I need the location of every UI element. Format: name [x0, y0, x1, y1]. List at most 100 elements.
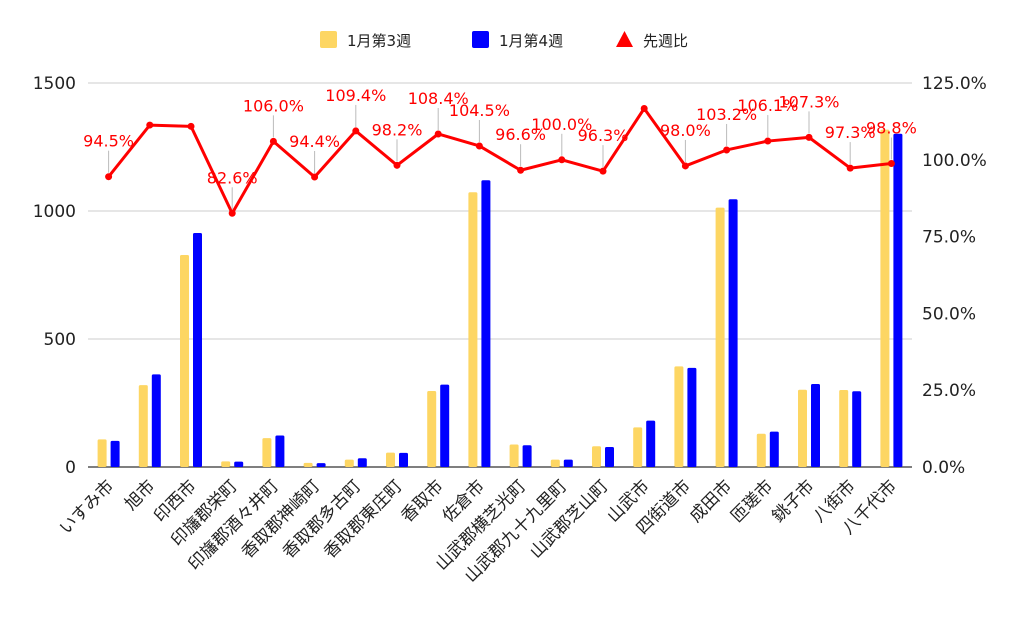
ratio-data-label: 98.8%	[866, 118, 917, 137]
bar	[110, 440, 120, 467]
category-label: 銚子市	[768, 476, 818, 526]
ratio-point	[187, 122, 195, 130]
ratio-point	[105, 173, 113, 181]
bar	[97, 439, 107, 467]
bar	[440, 384, 450, 467]
bar	[303, 462, 313, 467]
legend-label: 1月第4週	[499, 32, 563, 50]
ratio-point	[558, 156, 566, 164]
bar	[468, 192, 478, 467]
right-tick-label: 100.0%	[922, 151, 987, 171]
ratio-data-label: 100.0%	[531, 115, 592, 134]
legend-label: 先週比	[643, 32, 688, 50]
bar	[386, 452, 395, 467]
bar	[811, 384, 820, 467]
category-label: 香取市	[398, 476, 448, 526]
right-tick-label: 75.0%	[922, 228, 976, 248]
bar	[509, 444, 519, 467]
category-label: 匝瑳市	[727, 476, 777, 526]
right-tick-label: 0.0%	[922, 458, 965, 478]
left-tick-label: 1000	[33, 202, 76, 222]
bar	[221, 461, 231, 467]
bar	[852, 391, 862, 467]
bar	[728, 199, 738, 467]
bar	[605, 447, 614, 467]
ratio-point	[475, 142, 483, 150]
bar	[275, 435, 285, 467]
bar	[563, 459, 573, 467]
ratio-point	[228, 209, 236, 217]
bar	[769, 431, 779, 467]
ratio-point	[805, 133, 813, 141]
ratio-point	[681, 162, 689, 170]
ratio-line-series	[105, 104, 895, 217]
ratio-point	[599, 167, 607, 175]
ratio-data-label: 98.0%	[660, 121, 711, 140]
bar	[633, 427, 643, 467]
ratio-point	[146, 121, 154, 129]
bar	[180, 255, 189, 467]
bar	[138, 385, 148, 467]
category-label: 成田市	[686, 476, 736, 526]
bar	[316, 463, 326, 467]
bar-series	[97, 129, 903, 468]
legend: 1月第3週 1月第4週 先週比	[320, 31, 688, 50]
ratio-point	[393, 161, 401, 169]
ratio-point	[764, 137, 772, 145]
bar	[592, 446, 601, 467]
bar	[893, 133, 903, 468]
right-tick-label: 25.0%	[922, 381, 976, 401]
ratio-point	[311, 173, 319, 181]
bar	[798, 389, 807, 467]
ratio-data-label: 108.4%	[408, 89, 469, 108]
ratio-data-label: 109.4%	[325, 86, 386, 105]
bar	[481, 180, 491, 467]
bar	[193, 233, 202, 467]
bar	[262, 438, 272, 467]
legend-label: 1月第3週	[347, 32, 411, 50]
ratio-data-label: 106.0%	[243, 96, 304, 115]
ratio-data-label: 94.5%	[83, 132, 134, 151]
ratio-point	[640, 104, 648, 112]
legend-swatch	[616, 31, 633, 47]
ratio-data-label: 82.6%	[207, 168, 258, 187]
ratio-line	[107, 106, 892, 215]
ratio-data-label: 96.3%	[578, 126, 629, 145]
ratio-data-label: 94.4%	[289, 132, 340, 151]
left-tick-label: 500	[44, 330, 76, 350]
ratio-data-label: 98.2%	[372, 120, 423, 139]
bar	[674, 366, 684, 467]
legend-swatch	[472, 31, 489, 48]
ratio-data-label: 97.3%	[825, 123, 876, 142]
bar	[839, 389, 849, 467]
bar	[357, 458, 367, 467]
ratio-point	[434, 130, 442, 138]
bar	[687, 367, 697, 467]
bar	[550, 459, 560, 467]
bar	[522, 445, 532, 467]
ratio-point	[517, 166, 525, 174]
ratio-data-label: 104.5%	[449, 101, 510, 120]
bar	[715, 207, 725, 467]
bar	[646, 420, 656, 467]
ratio-point	[887, 159, 895, 167]
ratio-point	[723, 146, 731, 154]
ratio-data-labels: 94.5%82.6%106.0%94.4%109.4%98.2%108.4%10…	[83, 86, 917, 210]
ratio-data-label: 103.2%	[696, 105, 757, 124]
category-labels: いすみ市 旭市印西市印旛郡栄町印旛郡酒々井町香取郡神崎町香取郡多古町香取郡東庄町香…	[56, 476, 901, 586]
bar	[756, 433, 766, 467]
bar	[234, 461, 244, 467]
right-tick-label: 50.0%	[922, 304, 976, 324]
ratio-data-label: 96.6%	[495, 125, 546, 144]
left-tick-label: 0	[65, 458, 76, 478]
category-label: いすみ市	[56, 476, 118, 538]
right-axis-ticks: 0.0% 25.0% 50.0% 75.0% 100.0% 125.0%	[922, 74, 987, 478]
ratio-point	[269, 137, 277, 145]
bar	[344, 459, 354, 467]
bar	[427, 390, 437, 467]
bar	[399, 452, 408, 467]
legend-swatch	[320, 31, 337, 48]
ratio-point	[352, 127, 360, 135]
bar	[151, 374, 161, 467]
